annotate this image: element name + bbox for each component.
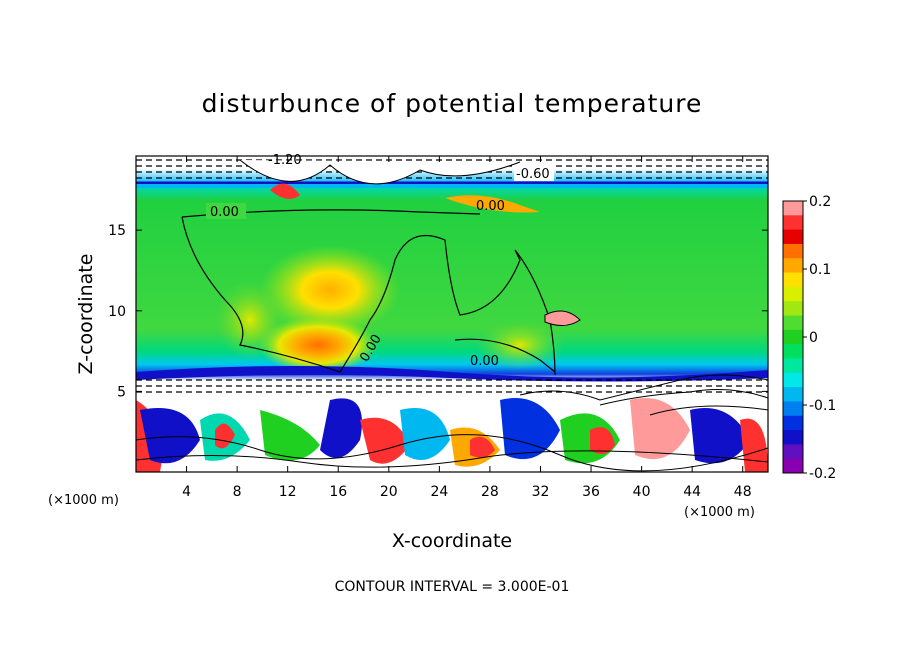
x-tick-label: 16 — [329, 484, 347, 500]
plot-area — [136, 156, 768, 472]
x-axis: 4 8 12 16 20 24 28 32 36 40 44 48 — [182, 156, 752, 500]
x-tick-label: 8 — [233, 484, 242, 500]
boundary-layer — [136, 374, 768, 472]
colorbar-swatch — [783, 329, 803, 345]
y-axis: 5 10 15 — [108, 223, 768, 400]
y-tick-label: 10 — [108, 304, 126, 320]
contour-label-4: 0.00 — [476, 199, 505, 214]
y-tick-label: 5 — [117, 384, 126, 400]
x-axis-title: X-coordinate — [392, 530, 512, 552]
colorbar-ticks: 0.2 0.1 0 -0.1 -0.2 — [803, 194, 836, 482]
x-tick-label: 48 — [734, 484, 752, 500]
x-tick-label: 28 — [481, 484, 499, 500]
colorbar-swatch — [783, 286, 803, 302]
colorbar-swatch — [783, 344, 803, 359]
x-tick-label: 40 — [633, 484, 651, 500]
plot-frame — [135, 155, 769, 473]
x-unit-right: (×1000 m) — [684, 505, 755, 520]
colorbar-tick-label: 0 — [809, 330, 818, 346]
contour-label-5: -0.60 — [516, 167, 550, 182]
secondary-warm-core — [475, 320, 565, 370]
colorbar-swatch — [783, 229, 803, 245]
colorbar-tick-label: -0.2 — [809, 466, 836, 482]
x-unit-left: (×1000 m) — [48, 493, 119, 508]
x-tick-label: 44 — [683, 484, 701, 500]
x-tick-label: 24 — [430, 484, 448, 500]
contour-interval-note: CONTOUR INTERVAL = 3.000E-01 — [335, 579, 570, 595]
colorbar-swatch — [783, 372, 803, 388]
colorbar-swatch — [783, 415, 803, 431]
inversion-layer — [136, 366, 768, 393]
x-tick-label: 20 — [380, 484, 398, 500]
x-tick-label: 36 — [582, 484, 600, 500]
x-tick-label: 12 — [279, 484, 297, 500]
colorbar-swatch — [783, 315, 803, 331]
x-tick-label: 4 — [182, 484, 191, 500]
colorbar-swatch — [783, 401, 803, 417]
chart-title: disturbunce of potential temperature — [202, 89, 703, 118]
colorbar — [782, 200, 804, 474]
colorbar-swatch — [783, 301, 803, 317]
colorbar-swatch — [783, 444, 803, 460]
colorbar-swatch — [783, 272, 803, 288]
colorbar-tick-label: 0.1 — [809, 262, 831, 278]
y-tick-label: 15 — [108, 223, 126, 239]
colorbar-swatch — [783, 258, 803, 274]
y-axis-title: Z-coordinate — [75, 254, 97, 375]
colorbar-swatch — [783, 358, 803, 374]
contour-label-3: 0.00 — [470, 354, 499, 369]
contour-label-1: 0.00 — [210, 205, 239, 220]
colorbar-swatch — [783, 215, 803, 231]
colorbar-swatch — [783, 430, 803, 445]
colorbar-swatch — [783, 458, 803, 474]
colorbar-swatch — [783, 387, 803, 402]
upper-warm-core — [260, 245, 400, 335]
colorbar-tick-label: 0.2 — [809, 194, 831, 210]
colorbar-swatch — [783, 243, 803, 259]
colorbar-swatch — [783, 201, 803, 216]
contour-label-6: -1.20 — [268, 153, 302, 168]
colorbar-tick-label: -0.1 — [809, 398, 836, 414]
x-tick-label: 32 — [532, 484, 550, 500]
upper-layer — [136, 156, 768, 213]
